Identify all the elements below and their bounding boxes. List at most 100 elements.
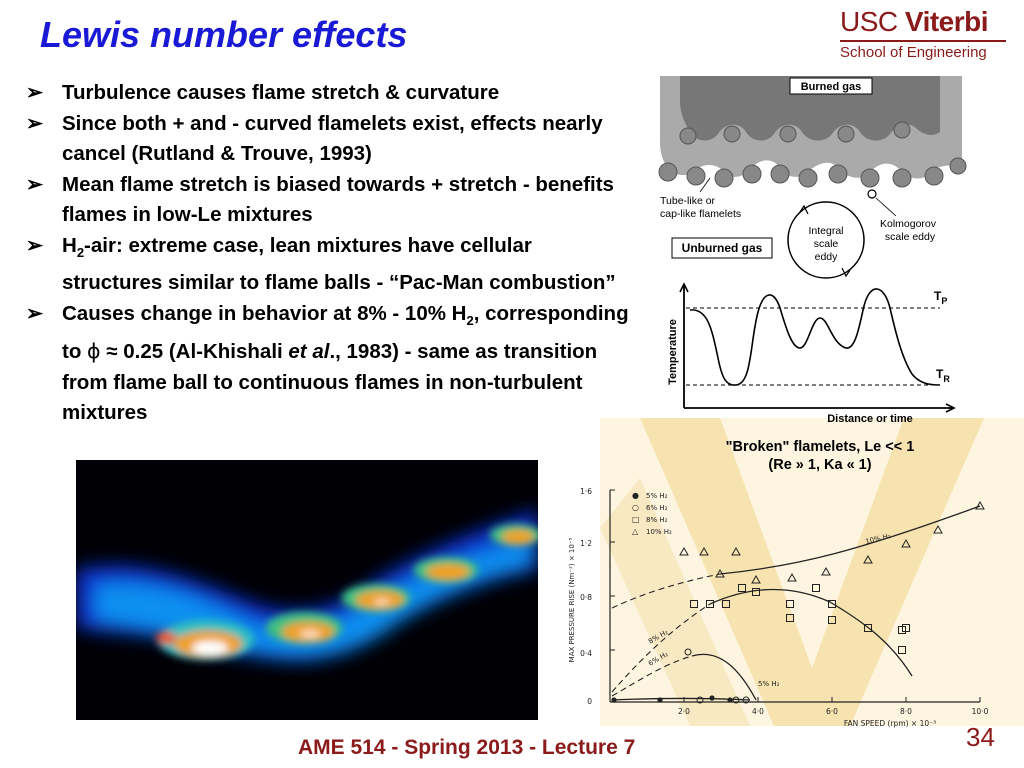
marker-10pct: [715, 568, 725, 578]
bullet-item: ➢ Mean flame stretch is biased towards + …: [26, 170, 636, 231]
marker-6pct: [732, 696, 740, 704]
marker-10pct: [975, 500, 985, 510]
bullet-text: ≈ 0.25 (Al-Khishali: [100, 340, 289, 364]
legend-symbol: △: [632, 527, 639, 536]
burned-gas-dark-region: [680, 76, 940, 141]
marker-8pct: [752, 588, 760, 596]
phi-symbol: ϕ: [87, 339, 101, 364]
y-tick-label: 1·6: [580, 487, 592, 496]
temperature-profile-line: [689, 288, 941, 386]
bullet-item: ➢ H2-air: extreme case, lean mixtures hav…: [26, 231, 636, 299]
legend-symbol: ○: [632, 503, 639, 512]
bullet-text: H: [62, 233, 77, 257]
marker-10pct: [679, 546, 689, 556]
flamelet-diagram: Burned gas Tube-like or cap-like flamele…: [658, 76, 967, 425]
bullet-list: ➢ Turbulence causes flame stretch & curva…: [26, 78, 636, 429]
legend-label: 8% H₂: [646, 516, 668, 524]
marker-6pct: [696, 696, 704, 704]
curve-label-8: 8% H₂: [647, 628, 670, 646]
logo-viterbi-text: Viterbi: [904, 6, 989, 37]
slide-title: Lewis number effects: [40, 14, 408, 55]
legend-label: 10% H₂: [646, 528, 672, 536]
bullet-text: Since both + and - curved flamelets exis…: [62, 111, 603, 166]
curve-10pct-dashed: [611, 573, 721, 609]
x-tick-label: 8·0: [900, 707, 912, 716]
usc-viterbi-logo: USC Viterbi School of Engineering: [836, 6, 1008, 62]
curve-8pct: [709, 588, 913, 677]
page-number: 34: [966, 722, 995, 752]
tr-main: T: [936, 367, 944, 381]
legend-label: 5% H₂: [646, 492, 668, 500]
logo-school-text: School of Engineering: [840, 44, 987, 61]
logo-divider: [840, 40, 1006, 42]
marker-10pct: [821, 566, 831, 576]
unburned-gas-label: Unburned gas: [682, 241, 763, 255]
logo-usc-text: USC: [840, 6, 905, 37]
usc-watermark-graphic: [600, 418, 1024, 726]
kolmogorov-label-2: scale eddy: [885, 231, 936, 243]
curve-6pct: [691, 653, 757, 701]
marker-5pct: [611, 697, 617, 703]
bullet-text: , corresponding to: [62, 301, 629, 364]
tp-subscript: P: [941, 296, 947, 306]
curve-5pct: [611, 697, 751, 701]
integral-label-2: scale: [814, 238, 839, 250]
tr-subscript: R: [943, 374, 950, 384]
et-al-text: et al: [288, 340, 330, 364]
marker-6pct: [684, 648, 692, 656]
x-axis-arrow-icon: [945, 403, 956, 413]
legend-symbol: ●: [632, 491, 639, 500]
marker-5pct: [727, 697, 733, 703]
integral-eddy-circle: [787, 201, 865, 279]
marker-10pct: [901, 538, 911, 548]
tp-label: TP: [934, 289, 947, 306]
marker-8pct: [738, 584, 746, 592]
tube-like-label-1: Tube-like or: [660, 195, 716, 207]
marker-5pct: [709, 695, 715, 701]
y-tick-label: 1·2: [580, 539, 592, 548]
pointer-line: [699, 177, 711, 193]
arrow-bullet-icon: ➢: [26, 301, 44, 325]
integral-label-1: Integral: [808, 225, 843, 237]
marker-8pct: [690, 600, 698, 608]
eddy-arrow-icon: [841, 267, 851, 278]
caption-line-2: (Re » 1, Ka « 1): [768, 457, 872, 473]
curve-10pct: [719, 505, 981, 575]
pressure-rise-graph: MAX PRESSURE RISE (Nm⁻²) × 10⁻⁵ FAN SPEE…: [568, 487, 989, 728]
marker-8pct: [828, 600, 836, 608]
tp-main: T: [934, 289, 942, 303]
marker-8pct: [706, 600, 714, 608]
marker-6pct: [742, 696, 750, 704]
arrow-bullet-icon: ➢: [26, 172, 44, 196]
legend-label: 6% H₂: [646, 504, 668, 512]
integral-label-3: eddy: [815, 251, 839, 263]
marker-10pct: [787, 572, 797, 582]
marker-8pct: [722, 600, 730, 608]
legend-symbol: □: [632, 515, 640, 524]
unburned-gas-box: [671, 237, 773, 259]
curve-label-6: 6% H₂: [647, 650, 670, 668]
marker-8pct: [786, 600, 794, 608]
marker-10pct: [731, 546, 741, 556]
kolmogorov-eddy-circle: [867, 189, 877, 199]
arrow-bullet-icon: ➢: [26, 111, 44, 135]
arrow-bullet-icon: ➢: [26, 81, 44, 104]
curve-8pct-dashed: [611, 603, 711, 693]
graph-text: MAX PRESSURE RISE (Nm⁻²) × 10⁻⁵ FAN SPEE…: [568, 487, 989, 728]
distance-axis-label: Distance or time: [827, 413, 913, 425]
tr-label: TR: [936, 367, 950, 384]
footer-text: AME 514 - Spring 2013 - Lecture 7: [298, 736, 636, 759]
x-tick-label: 4·0: [752, 707, 764, 716]
marker-8pct: [898, 646, 906, 654]
marker-10pct: [933, 524, 943, 534]
subscript: 2: [76, 244, 85, 260]
marker-10pct: [699, 546, 709, 556]
pointer-line: [875, 197, 897, 217]
bullet-text: ., 1983) - same as transition from flame…: [62, 340, 598, 425]
y-tick-label: 0: [587, 697, 592, 706]
y-tick-label: 0·4: [580, 649, 592, 658]
burned-gas-box: [789, 77, 873, 95]
y-axis-arrow-icon: [679, 282, 689, 293]
broken-flamelets-caption: "Broken" flamelets, Le << 1 (Re » 1, Ka …: [650, 438, 990, 474]
flame-photo: [76, 460, 538, 720]
